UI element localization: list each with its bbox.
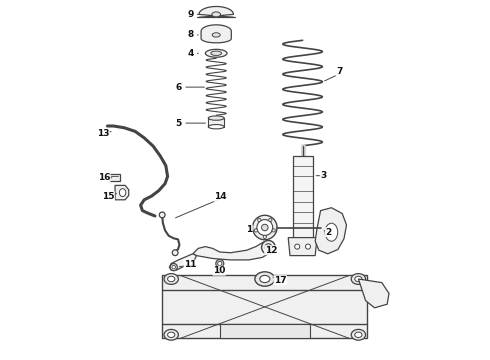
Text: 10: 10 <box>213 266 225 275</box>
Polygon shape <box>315 208 346 254</box>
Polygon shape <box>201 25 231 43</box>
Ellipse shape <box>262 224 268 231</box>
Ellipse shape <box>351 329 366 340</box>
Ellipse shape <box>272 229 275 232</box>
Ellipse shape <box>267 246 270 249</box>
Text: 11: 11 <box>184 260 196 269</box>
Polygon shape <box>208 118 224 127</box>
Text: 14: 14 <box>214 192 227 201</box>
Ellipse shape <box>265 244 272 251</box>
Ellipse shape <box>212 33 220 37</box>
Ellipse shape <box>258 218 261 221</box>
Polygon shape <box>288 238 317 256</box>
Polygon shape <box>358 279 389 308</box>
Ellipse shape <box>294 244 300 249</box>
Ellipse shape <box>262 240 275 254</box>
Ellipse shape <box>269 218 272 221</box>
Ellipse shape <box>355 332 362 338</box>
Text: 4: 4 <box>187 49 194 58</box>
Text: 9: 9 <box>187 10 194 19</box>
Ellipse shape <box>212 12 220 17</box>
Polygon shape <box>293 156 313 238</box>
Ellipse shape <box>170 264 177 271</box>
Ellipse shape <box>205 49 227 57</box>
Ellipse shape <box>351 274 366 284</box>
Text: 12: 12 <box>265 246 277 255</box>
Ellipse shape <box>218 261 222 266</box>
Ellipse shape <box>164 329 178 340</box>
Ellipse shape <box>325 223 338 241</box>
Ellipse shape <box>172 250 178 256</box>
Ellipse shape <box>257 220 273 235</box>
Text: 15: 15 <box>102 192 115 201</box>
Polygon shape <box>115 185 129 200</box>
Ellipse shape <box>208 125 224 129</box>
Ellipse shape <box>305 244 311 249</box>
Text: 7: 7 <box>336 68 343 77</box>
Polygon shape <box>193 241 274 260</box>
Ellipse shape <box>168 276 175 282</box>
Text: 6: 6 <box>175 83 182 91</box>
Text: 13: 13 <box>97 129 109 138</box>
Ellipse shape <box>159 212 165 218</box>
Polygon shape <box>216 268 224 274</box>
Text: 16: 16 <box>98 173 110 181</box>
Polygon shape <box>199 6 233 17</box>
Ellipse shape <box>263 235 267 239</box>
Ellipse shape <box>208 116 224 120</box>
Text: 2: 2 <box>325 228 332 237</box>
Ellipse shape <box>252 215 277 240</box>
Text: 17: 17 <box>274 276 287 284</box>
Ellipse shape <box>211 51 221 55</box>
Text: 1: 1 <box>246 225 252 234</box>
Ellipse shape <box>216 260 224 267</box>
Ellipse shape <box>355 276 362 282</box>
Ellipse shape <box>120 189 126 197</box>
Ellipse shape <box>172 265 175 269</box>
Ellipse shape <box>164 274 178 284</box>
Text: 3: 3 <box>320 171 327 180</box>
Ellipse shape <box>255 272 275 286</box>
Polygon shape <box>109 174 120 181</box>
Polygon shape <box>220 324 310 338</box>
Polygon shape <box>170 254 196 270</box>
Ellipse shape <box>254 229 258 232</box>
Ellipse shape <box>260 275 270 283</box>
Text: 5: 5 <box>175 118 182 127</box>
Polygon shape <box>162 275 368 338</box>
Ellipse shape <box>168 332 175 338</box>
Text: 8: 8 <box>187 31 194 40</box>
